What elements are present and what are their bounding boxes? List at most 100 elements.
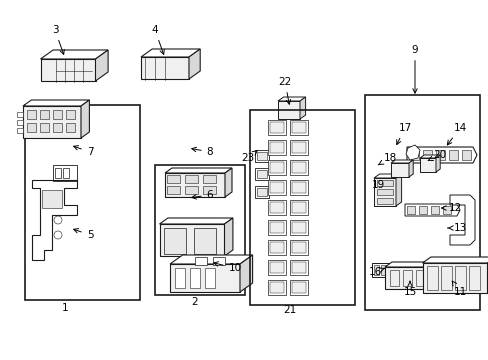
Bar <box>426 266 437 290</box>
Polygon shape <box>289 160 307 175</box>
Text: 16: 16 <box>367 267 384 277</box>
Bar <box>468 266 479 290</box>
Polygon shape <box>194 228 216 254</box>
Bar <box>257 152 266 160</box>
Polygon shape <box>32 180 77 260</box>
Polygon shape <box>487 257 488 293</box>
Polygon shape <box>66 123 75 132</box>
Text: 7: 7 <box>74 146 93 157</box>
Bar <box>415 270 424 286</box>
Text: 22: 22 <box>278 77 291 104</box>
Bar <box>402 270 411 286</box>
Polygon shape <box>444 262 451 289</box>
Polygon shape <box>167 175 180 183</box>
Bar <box>25 105 140 300</box>
Bar <box>387 265 392 275</box>
Bar <box>53 165 77 181</box>
Polygon shape <box>53 110 62 119</box>
Bar <box>376 198 392 204</box>
Bar <box>376 189 392 195</box>
Bar <box>254 168 268 180</box>
Polygon shape <box>291 162 305 173</box>
Bar <box>461 150 470 160</box>
Text: 4: 4 <box>151 25 164 54</box>
Polygon shape <box>269 222 284 233</box>
Text: 6: 6 <box>191 190 213 200</box>
Text: 18: 18 <box>377 153 396 165</box>
Polygon shape <box>291 182 305 193</box>
Bar <box>17 128 23 133</box>
Polygon shape <box>164 168 231 173</box>
Bar <box>422 150 431 160</box>
Bar <box>257 188 266 196</box>
Polygon shape <box>267 160 285 175</box>
Polygon shape <box>224 168 231 197</box>
Text: 5: 5 <box>74 229 93 240</box>
Polygon shape <box>66 110 75 119</box>
Polygon shape <box>42 190 62 208</box>
Polygon shape <box>384 262 451 267</box>
Text: 21: 21 <box>283 305 296 315</box>
Bar <box>376 180 392 186</box>
Bar <box>195 257 206 265</box>
Polygon shape <box>267 220 285 235</box>
Bar <box>448 150 457 160</box>
Bar <box>190 268 200 288</box>
Polygon shape <box>395 174 401 206</box>
Polygon shape <box>269 122 284 133</box>
Polygon shape <box>170 264 240 292</box>
Polygon shape <box>189 49 200 79</box>
Polygon shape <box>23 106 81 138</box>
Polygon shape <box>435 155 439 172</box>
Text: 13: 13 <box>447 223 466 233</box>
Polygon shape <box>289 260 307 275</box>
Polygon shape <box>291 282 305 293</box>
Polygon shape <box>278 101 299 119</box>
Polygon shape <box>267 200 285 215</box>
Polygon shape <box>289 200 307 215</box>
Polygon shape <box>141 57 189 79</box>
Polygon shape <box>203 186 216 194</box>
Polygon shape <box>408 160 412 177</box>
Text: 11: 11 <box>451 281 466 297</box>
Polygon shape <box>267 280 285 295</box>
Polygon shape <box>390 160 412 163</box>
Polygon shape <box>27 110 36 119</box>
Text: 8: 8 <box>191 147 213 157</box>
Polygon shape <box>224 218 232 256</box>
Polygon shape <box>405 145 419 160</box>
Bar <box>213 257 224 265</box>
Bar <box>428 270 437 286</box>
Polygon shape <box>167 186 180 194</box>
Polygon shape <box>163 228 185 254</box>
Polygon shape <box>291 262 305 273</box>
Text: 15: 15 <box>403 282 416 297</box>
Polygon shape <box>299 97 305 119</box>
Polygon shape <box>291 142 305 153</box>
Polygon shape <box>269 262 284 273</box>
Polygon shape <box>419 155 439 158</box>
Polygon shape <box>289 140 307 155</box>
Text: 12: 12 <box>441 203 461 213</box>
Bar <box>440 266 451 290</box>
Bar <box>364 95 479 310</box>
Polygon shape <box>40 123 49 132</box>
Polygon shape <box>289 220 307 235</box>
Polygon shape <box>23 100 89 106</box>
Text: 14: 14 <box>447 123 466 145</box>
Bar <box>155 165 244 295</box>
Polygon shape <box>289 280 307 295</box>
Polygon shape <box>81 100 89 138</box>
Bar <box>257 170 266 178</box>
Polygon shape <box>269 282 284 293</box>
Bar <box>204 268 215 288</box>
Polygon shape <box>278 97 305 101</box>
Bar <box>254 150 268 162</box>
Polygon shape <box>373 178 395 206</box>
Polygon shape <box>289 240 307 255</box>
Polygon shape <box>141 49 200 57</box>
Bar <box>373 265 378 275</box>
Polygon shape <box>289 120 307 135</box>
Bar <box>55 168 61 178</box>
Polygon shape <box>269 162 284 173</box>
